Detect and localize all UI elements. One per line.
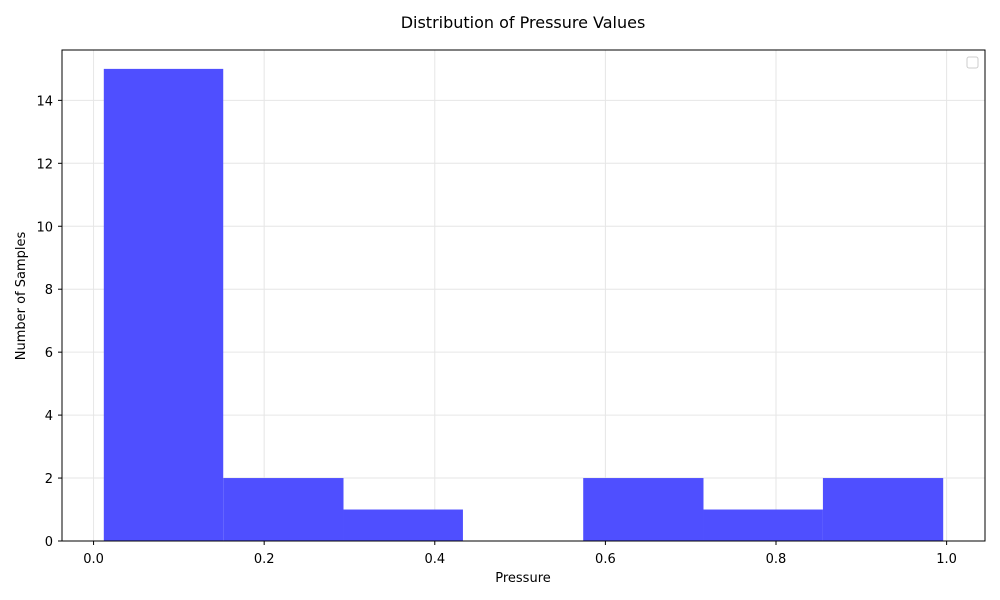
x-tick-label: 0.0 [83, 552, 104, 567]
histogram-bar [343, 509, 463, 541]
histogram-bar [583, 478, 704, 541]
y-tick-label: 14 [36, 94, 53, 109]
y-tick-label: 8 [45, 283, 53, 298]
y-tick-label: 12 [36, 157, 53, 172]
chart-title: Distribution of Pressure Values [401, 13, 646, 32]
x-tick-label: 0.2 [254, 552, 275, 567]
y-tick-label: 4 [45, 409, 53, 424]
histogram-bar [822, 478, 944, 541]
y-tick-label: 2 [45, 472, 53, 487]
x-tick-label: 0.4 [424, 552, 445, 567]
x-tick-label: 0.8 [766, 552, 787, 567]
legend-box [966, 56, 979, 69]
histogram-bars [103, 68, 944, 541]
y-tick-label: 10 [36, 220, 53, 235]
y-axis-label: Number of Samples [14, 232, 29, 361]
x-tick-label: 1.0 [936, 552, 957, 567]
y-axis-ticks: 0 2 4 6 8 10 12 14 [36, 94, 62, 550]
histogram-bar [103, 68, 224, 541]
plot-frame [61, 49, 986, 542]
y-tick-label: 6 [45, 346, 53, 361]
histogram-bar [223, 478, 344, 541]
x-axis-ticks: 0.0 0.2 0.4 0.6 0.8 1.0 [83, 541, 957, 567]
x-axis-label: Pressure [495, 571, 551, 586]
histogram-bar [703, 509, 823, 541]
y-tick-label: 0 [45, 535, 53, 550]
x-tick-label: 0.6 [595, 552, 616, 567]
